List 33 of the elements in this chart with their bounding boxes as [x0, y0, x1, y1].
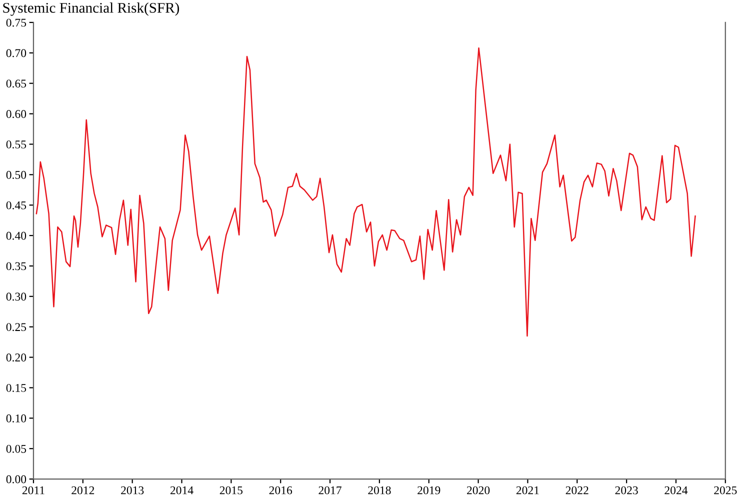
y-tick-label: 0.40 [6, 232, 26, 240]
x-tick-label: 2025 [714, 486, 737, 494]
y-tick-label: 0.15 [6, 384, 26, 392]
y-tick-label: 0.00 [6, 475, 26, 484]
y-tick-label: 0.65 [6, 80, 26, 88]
x-tick-label: 2014 [170, 486, 194, 494]
y-tick-label: 0.30 [6, 292, 26, 301]
x-tick-label: 2023 [615, 486, 638, 494]
y-tick-label: 0.35 [6, 262, 26, 270]
x-tick-label: 2015 [220, 486, 243, 494]
y-tick-label: 0.55 [6, 140, 26, 148]
x-tick-label: 2022 [566, 486, 588, 494]
y-tick-label: 0.05 [6, 444, 26, 453]
y-tick-label: 0.45 [6, 201, 26, 210]
x-tick-label: 2013 [121, 486, 144, 494]
x-tick-label: 2017 [318, 486, 342, 494]
y-tick-label: 0.50 [6, 170, 26, 179]
x-tick-label: 2011 [22, 486, 44, 494]
x-tick-label: 2018 [368, 486, 391, 494]
x-tick-label: 2016 [269, 486, 292, 494]
x-tick-label: 2020 [467, 486, 490, 494]
x-tick-label: 2024 [664, 486, 688, 494]
y-tick-label: 0.75 [6, 18, 26, 27]
x-tick-label: 2012 [72, 486, 94, 494]
y-tick-label: 0.10 [6, 414, 26, 422]
x-tick-label: 2019 [418, 486, 440, 494]
y-tick-label: 0.60 [6, 110, 26, 118]
x-tick-label: 2021 [516, 486, 539, 494]
line-series [36, 47, 696, 337]
y-tick-label: 0.20 [6, 354, 26, 362]
y-tick-label: 0.70 [6, 49, 26, 58]
y-tick-label: 0.25 [6, 323, 26, 332]
chart-title: Systemic Financial Risk(SFR) [3, 2, 180, 16]
